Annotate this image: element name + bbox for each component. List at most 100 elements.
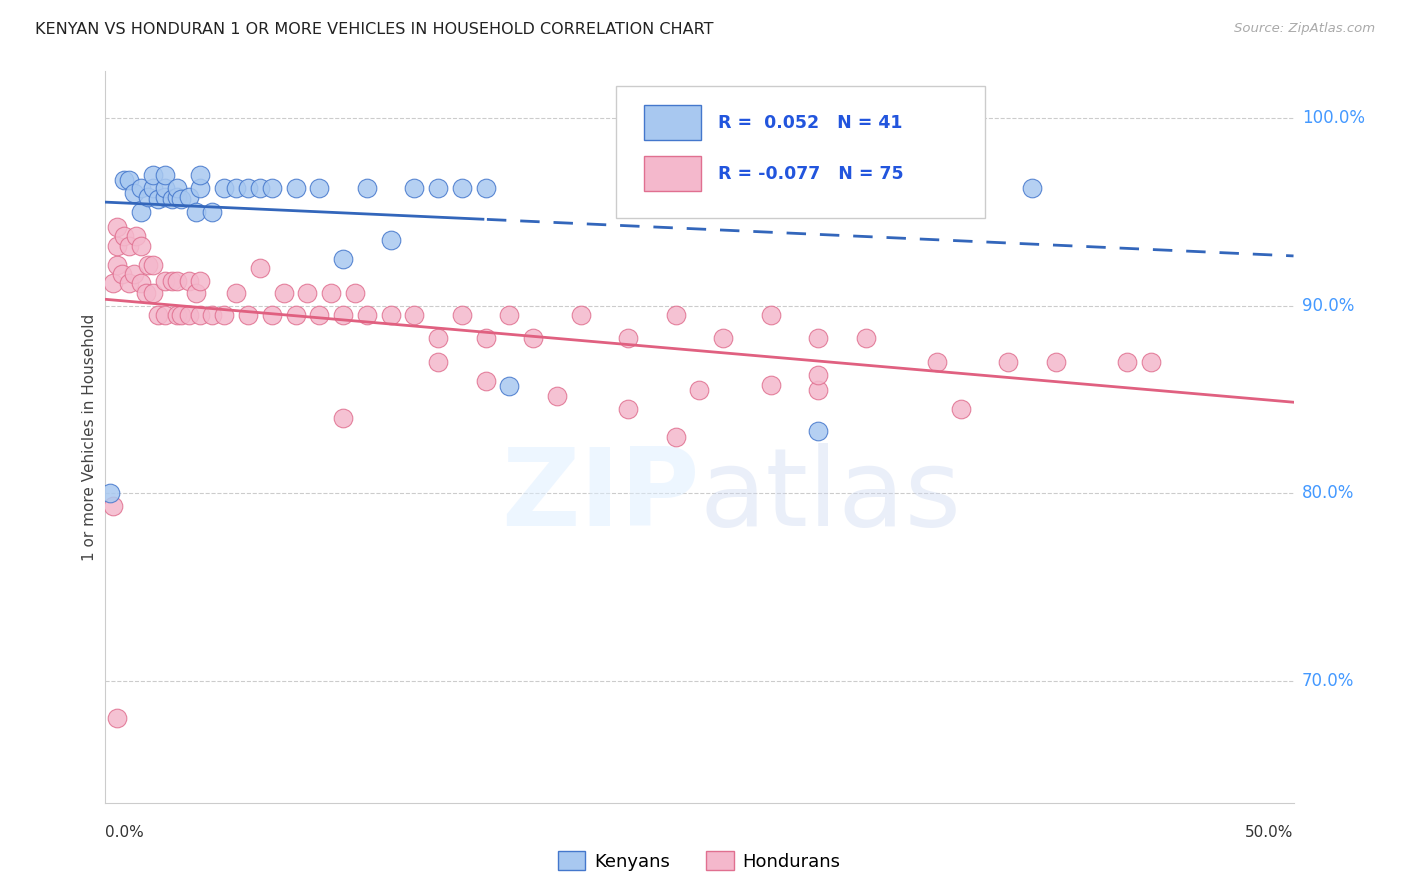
Point: [114, 173, 136, 187]
Point: [190, 180, 212, 194]
Point: [166, 308, 188, 322]
Point: [166, 274, 188, 288]
Point: [380, 308, 402, 322]
Point: [249, 261, 271, 276]
Point: [1140, 355, 1163, 369]
Point: [997, 355, 1019, 369]
Point: [125, 229, 148, 244]
Point: [214, 308, 236, 322]
Point: [184, 205, 207, 219]
Legend: Kenyans, Hondurans: Kenyans, Hondurans: [551, 844, 848, 878]
Point: [284, 180, 307, 194]
Point: [474, 374, 496, 388]
Point: [450, 308, 472, 322]
Point: [129, 239, 152, 253]
Point: [170, 308, 193, 322]
Point: [380, 233, 402, 247]
Point: [759, 308, 782, 322]
Point: [1045, 355, 1067, 369]
Bar: [644, 105, 700, 140]
Point: [160, 192, 183, 206]
Point: [427, 331, 450, 345]
Point: [308, 180, 330, 194]
Point: [129, 180, 152, 194]
Point: [166, 180, 188, 194]
Point: [903, 180, 925, 194]
Point: [170, 192, 193, 206]
Text: ZIP: ZIP: [501, 442, 700, 549]
Text: 80.0%: 80.0%: [1302, 484, 1354, 502]
Point: [665, 430, 688, 444]
Point: [1116, 355, 1139, 369]
Point: [153, 180, 176, 194]
Point: [356, 180, 378, 194]
Point: [450, 180, 472, 194]
Point: [321, 285, 343, 300]
Point: [332, 308, 354, 322]
Text: 50.0%: 50.0%: [1246, 825, 1294, 840]
Point: [122, 267, 145, 281]
Point: [105, 711, 128, 725]
Point: [807, 368, 830, 383]
Point: [260, 180, 283, 194]
Point: [190, 308, 212, 322]
Text: R =  0.052   N = 41: R = 0.052 N = 41: [718, 113, 903, 131]
Point: [177, 308, 200, 322]
Point: [201, 205, 224, 219]
Point: [118, 173, 141, 187]
Point: [153, 308, 176, 322]
Point: [498, 379, 520, 393]
Point: [129, 277, 152, 291]
Point: [184, 285, 207, 300]
Point: [665, 308, 688, 322]
Point: [807, 425, 830, 439]
Point: [122, 186, 145, 201]
Point: [105, 220, 128, 235]
Point: [249, 180, 271, 194]
Point: [711, 331, 734, 345]
Point: [474, 180, 496, 194]
Point: [142, 180, 165, 194]
Point: [498, 308, 520, 322]
Point: [260, 308, 283, 322]
Point: [925, 355, 948, 369]
Point: [142, 168, 165, 182]
Point: [114, 229, 136, 244]
Point: [949, 180, 972, 194]
Point: [153, 274, 176, 288]
Text: Source: ZipAtlas.com: Source: ZipAtlas.com: [1234, 22, 1375, 36]
Point: [118, 239, 141, 253]
Point: [160, 274, 183, 288]
Point: [949, 401, 972, 416]
Point: [135, 285, 157, 300]
Point: [308, 308, 330, 322]
Text: 100.0%: 100.0%: [1302, 109, 1365, 128]
Point: [225, 180, 247, 194]
Point: [214, 180, 236, 194]
Point: [142, 258, 165, 272]
Text: KENYAN VS HONDURAN 1 OR MORE VEHICLES IN HOUSEHOLD CORRELATION CHART: KENYAN VS HONDURAN 1 OR MORE VEHICLES IN…: [35, 22, 714, 37]
Point: [522, 331, 544, 345]
Point: [356, 308, 378, 322]
Point: [427, 355, 450, 369]
Point: [404, 180, 426, 194]
Point: [142, 285, 165, 300]
Text: 70.0%: 70.0%: [1302, 672, 1354, 690]
Point: [101, 500, 124, 514]
FancyBboxPatch shape: [616, 86, 984, 218]
Point: [146, 192, 169, 206]
Point: [332, 252, 354, 266]
Point: [297, 285, 319, 300]
Text: 0.0%: 0.0%: [105, 825, 145, 840]
Point: [101, 277, 124, 291]
Point: [136, 258, 159, 272]
Point: [617, 401, 640, 416]
Point: [111, 267, 134, 281]
Point: [1021, 180, 1043, 194]
Point: [177, 274, 200, 288]
Point: [105, 258, 128, 272]
Point: [474, 331, 496, 345]
Point: [177, 190, 200, 204]
Point: [201, 308, 224, 322]
Point: [273, 285, 295, 300]
